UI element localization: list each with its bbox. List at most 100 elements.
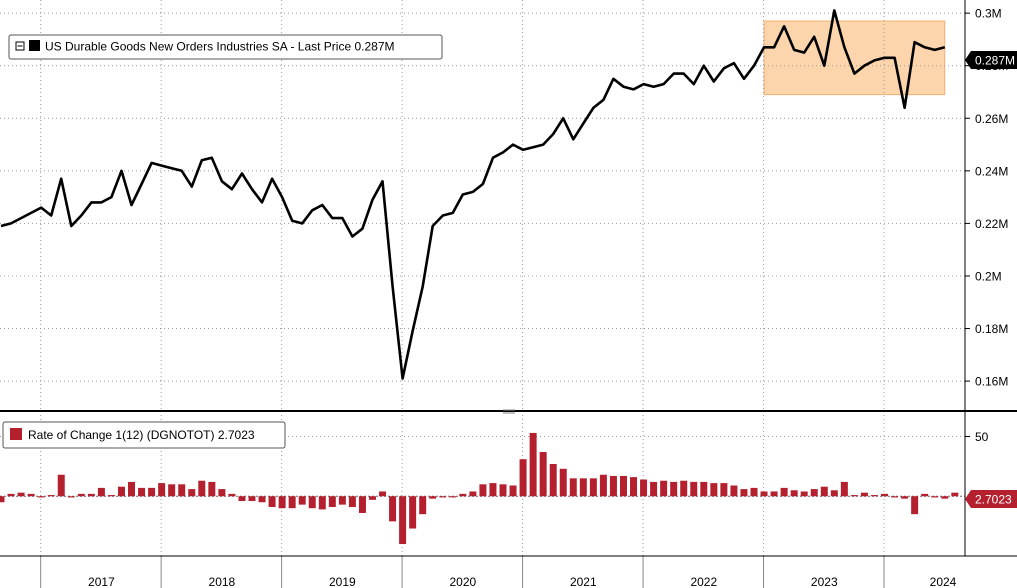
price-legend-swatch xyxy=(29,40,40,51)
x-year-label: 2019 xyxy=(329,575,356,588)
roc-bar xyxy=(469,491,477,497)
roc-bar xyxy=(328,496,336,508)
roc-bar xyxy=(238,496,246,502)
roc-bar xyxy=(37,496,45,498)
roc-bar xyxy=(0,496,5,503)
roc-bar xyxy=(770,491,778,497)
roc-bar xyxy=(57,474,65,497)
roc-bar xyxy=(308,496,316,509)
roc-bar xyxy=(750,487,758,497)
roc-bar xyxy=(178,484,186,497)
roc-bar xyxy=(358,496,366,513)
roc-bar xyxy=(228,493,236,497)
roc-bar xyxy=(188,489,196,497)
roc-bar xyxy=(579,478,587,497)
roc-last-value-badge: 2.7023 xyxy=(965,490,1017,508)
highlight-region xyxy=(763,20,946,96)
roc-bar xyxy=(730,485,738,497)
roc-bar xyxy=(379,491,387,497)
price-line-layer xyxy=(0,9,946,380)
roc-bar xyxy=(810,489,818,497)
x-year-label: 2022 xyxy=(690,575,717,588)
axes-layer xyxy=(0,0,1017,557)
roc-bar xyxy=(650,481,658,497)
price-last-value-badge: 0.287M xyxy=(965,51,1017,69)
roc-bar xyxy=(630,477,638,497)
y-tick-label: 0.24M xyxy=(975,164,1008,178)
roc-bar xyxy=(268,496,276,508)
roc-bar xyxy=(158,483,166,497)
roc-bar xyxy=(298,496,306,505)
highlight-layer xyxy=(763,20,946,96)
roc-bar xyxy=(479,484,487,497)
pane-splitter-handle[interactable] xyxy=(503,409,515,414)
roc-bar xyxy=(911,496,919,515)
roc-bar xyxy=(539,452,547,497)
roc-bar xyxy=(7,493,15,497)
price-series-line xyxy=(0,9,946,380)
roc-bar xyxy=(198,480,206,497)
roc-bar xyxy=(710,483,718,497)
roc-bar xyxy=(700,481,708,497)
roc-bar xyxy=(619,475,627,497)
roc-bar xyxy=(97,487,105,497)
roc-legend-swatch xyxy=(10,428,22,440)
roc-bar xyxy=(499,484,507,497)
roc-legend[interactable]: Rate of Change 1(12) (DGNOTOT) 2.7023 xyxy=(2,421,286,449)
roc-bar xyxy=(690,481,698,497)
x-year-label: 2018 xyxy=(209,575,236,588)
price-legend[interactable]: US Durable Goods New Orders Industries S… xyxy=(8,34,443,60)
y-tick-label: 50 xyxy=(975,430,989,444)
roc-bar xyxy=(790,490,798,497)
roc-bar xyxy=(609,475,617,497)
roc-bar xyxy=(218,489,226,497)
x-year-label: 2017 xyxy=(88,575,115,588)
roc-bar xyxy=(348,496,356,508)
roc-bar xyxy=(599,474,607,497)
x-year-label: 2023 xyxy=(811,575,838,588)
roc-bar xyxy=(409,496,417,529)
year-labels-layer: 2017 2018 2019 2020 2021 2022 2023 2024 xyxy=(88,575,957,588)
y-tick-label: 0.3M xyxy=(975,7,1002,21)
y-tick-label: 0.22M xyxy=(975,217,1008,231)
roc-bar xyxy=(168,484,176,497)
roc-badge-text: 2.7023 xyxy=(975,493,1012,507)
roc-bar xyxy=(288,496,296,509)
x-year-label: 2020 xyxy=(449,575,476,588)
roc-bar xyxy=(850,495,858,497)
roc-bar xyxy=(128,481,136,497)
roc-bar xyxy=(399,496,407,545)
roc-bar xyxy=(800,491,808,497)
roc-bar xyxy=(318,496,326,510)
roc-bar xyxy=(248,496,256,502)
roc-bar xyxy=(870,495,878,497)
roc-bar xyxy=(87,493,95,497)
roc-bar xyxy=(569,478,577,497)
roc-legend-label: Rate of Change 1(12) (DGNOTOT) 2.7023 xyxy=(28,428,255,442)
roc-bar xyxy=(921,493,929,497)
roc-bar xyxy=(258,496,266,503)
roc-bar xyxy=(278,496,286,509)
roc-bar xyxy=(429,496,437,499)
roc-bar xyxy=(67,496,75,498)
roc-bar xyxy=(509,485,517,497)
grid-layer xyxy=(0,0,965,588)
roc-bar xyxy=(780,487,788,497)
roc-bar xyxy=(449,496,457,498)
roc-bar xyxy=(107,495,115,497)
roc-bar xyxy=(519,459,527,497)
x-year-label: 2021 xyxy=(570,575,597,588)
roc-bar xyxy=(640,479,648,497)
roc-bar xyxy=(559,468,567,497)
roc-bar xyxy=(338,496,346,505)
roc-bar xyxy=(589,478,597,497)
roc-bar xyxy=(891,496,899,498)
price-legend-box xyxy=(8,34,443,60)
roc-bar xyxy=(860,492,868,497)
roc-bar xyxy=(941,496,949,499)
y-tick-label: 0.26M xyxy=(975,112,1008,126)
roc-bar xyxy=(138,487,146,497)
